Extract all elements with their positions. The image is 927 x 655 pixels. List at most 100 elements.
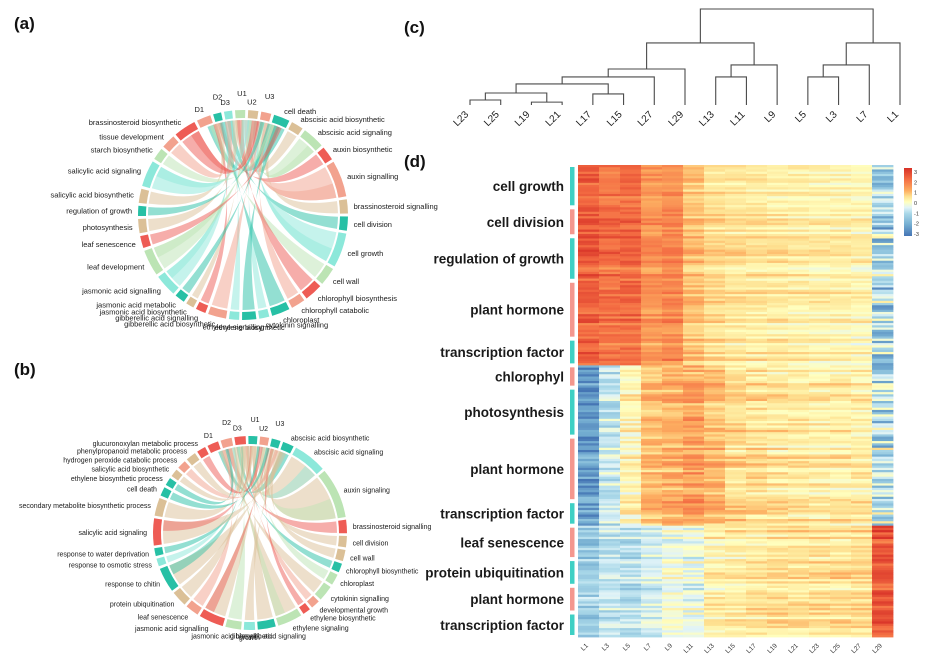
chord-arc: [213, 112, 223, 123]
heatmap-cell: [725, 345, 747, 348]
heatmap-cell: [578, 418, 600, 422]
heatmap-cell: [767, 559, 789, 562]
heatmap-cell: [746, 490, 768, 493]
chord-arc: [220, 437, 234, 449]
heatmap-cell: [872, 403, 894, 406]
heatmap-cell: [872, 358, 894, 362]
heatmap-cell: [746, 280, 768, 284]
heatmap-cell: [830, 498, 852, 502]
heatmap-cell: [851, 298, 873, 302]
heatmap-cell: [620, 311, 642, 315]
heatmap-cell: [830, 360, 852, 364]
heatmap-cell: [725, 318, 747, 322]
heatmap-cell: [809, 311, 831, 315]
heatmap-cell: [767, 289, 789, 293]
heatmap-cell: [662, 385, 684, 389]
chord-arc: [173, 587, 190, 605]
heatmap-cell: [725, 222, 747, 226]
heatmap-cell: [662, 311, 684, 315]
heatmap-cell: [620, 543, 642, 547]
heatmap-cell: [809, 265, 831, 268]
heatmap-cell: [725, 501, 747, 504]
heatmap-cell: [851, 260, 873, 264]
heatmap-cell: [767, 599, 789, 602]
chord-segment-label: cell wall: [350, 555, 375, 562]
heatmap-cell: [620, 628, 642, 631]
heatmap-cell: [683, 352, 705, 355]
heatmap-cell: [746, 592, 768, 596]
heatmap-cell: [767, 532, 789, 535]
heatmap-cell: [683, 596, 705, 600]
heatmap-cell: [746, 579, 768, 582]
heatmap-cell: [788, 298, 810, 302]
heatmap-cell: [662, 621, 684, 625]
heatmap-cell: [620, 554, 642, 558]
heatmap-cell: [641, 412, 663, 415]
heatmap-cell: [641, 173, 663, 177]
heatmap-cell: [620, 514, 642, 518]
heatmap-cell: [746, 283, 768, 286]
heatmap-cell: [725, 196, 747, 199]
heatmap-cell: [683, 434, 705, 438]
heatmap-cell: [662, 374, 684, 377]
row-group-label: chlorophyl: [495, 370, 564, 385]
heatmap-cell: [746, 634, 768, 638]
dendrogram-link: [484, 92, 548, 103]
heatmap-cell: [851, 412, 873, 415]
heatmap-cell: [620, 612, 642, 616]
heatmap-cell: [578, 345, 600, 348]
heatmap-cell: [788, 213, 810, 217]
heatmap-cell: [746, 525, 768, 529]
heatmap-cell: [725, 512, 747, 515]
chord-arc: [288, 293, 305, 308]
heatmap-cell: [704, 507, 726, 511]
heatmap-cell: [767, 414, 789, 417]
heatmap-cell: [704, 438, 726, 442]
heatmap-cell: [641, 452, 663, 455]
heatmap-cell: [704, 213, 726, 217]
heatmap-cell: [662, 434, 684, 438]
heatmap-cell: [851, 327, 873, 331]
heatmap-cell: [662, 296, 684, 299]
dendrogram-link: [592, 93, 625, 105]
heatmap-cell: [599, 394, 621, 397]
heatmap-cell: [662, 567, 684, 571]
heatmap-cell: [599, 320, 621, 324]
heatmap-cell: [704, 527, 726, 531]
heatmap-cell: [662, 592, 684, 596]
heatmap-cell: [620, 251, 642, 255]
heatmap-cell: [704, 456, 726, 460]
heatmap-cell: [830, 470, 852, 473]
heatmap-cell: [578, 196, 600, 199]
heatmap-cell: [872, 554, 894, 558]
heatmap-cell: [704, 403, 726, 406]
heatmap-cell: [641, 385, 663, 389]
heatmap-cell: [788, 603, 810, 607]
heatmap-cell: [851, 242, 873, 246]
heatmap-cell: [599, 543, 621, 547]
heatmap-cell: [809, 396, 831, 400]
heatmap-cell: [788, 554, 810, 558]
heatmap-cell: [620, 407, 642, 411]
heatmap-cell: [767, 454, 789, 458]
heatmap-cell: [872, 505, 894, 509]
chord-segment-label: chlorophyll biosynthesis: [318, 294, 397, 303]
heatmap-cell: [851, 198, 873, 202]
chord-arc: [299, 602, 310, 614]
heatmap-cell: [851, 296, 873, 299]
heatmap-cell: [620, 539, 642, 542]
chord-arc: [138, 205, 147, 217]
heatmap-cell: [599, 614, 621, 618]
heatmap-cell: [620, 478, 642, 482]
heatmap-cell: [788, 365, 810, 369]
heatmap-cell: [767, 603, 789, 607]
heatmap-cell: [683, 487, 705, 491]
heatmap-cell: [809, 189, 831, 193]
heatmap-cell: [578, 623, 600, 627]
heatmap-cell: [851, 256, 873, 259]
heatmap-cell: [788, 318, 810, 322]
heatmap-cell: [767, 265, 789, 268]
heatmap-cell: [683, 367, 705, 371]
heatmap-cell: [683, 588, 705, 591]
heatmap-cell: [704, 234, 726, 237]
